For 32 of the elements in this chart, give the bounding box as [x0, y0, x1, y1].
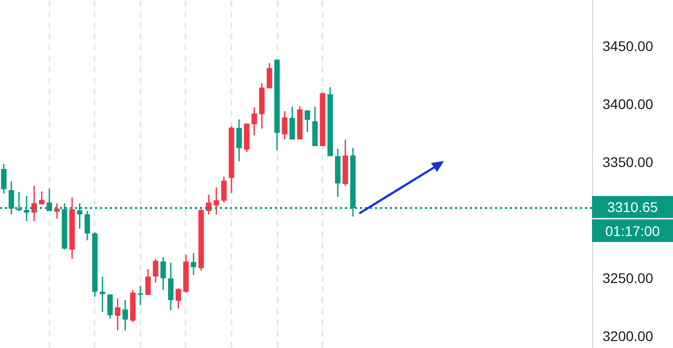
- candlestick: [176, 288, 182, 310]
- candlestick: [282, 110, 288, 140]
- candlestick: [190, 252, 196, 276]
- candlestick: [152, 258, 158, 284]
- candlestick: [221, 176, 227, 204]
- candlestick: [114, 298, 120, 332]
- candlestick: [138, 285, 144, 306]
- candlestick: [122, 299, 128, 332]
- candlestick: [214, 186, 220, 216]
- candlestick: [1, 163, 7, 194]
- candlestick: [100, 276, 106, 313]
- candlestick: [289, 106, 295, 140]
- candlestick: [252, 106, 257, 136]
- candlestick: [39, 190, 44, 205]
- candlestick: [145, 268, 151, 296]
- y-tick-label: 3250.00: [602, 270, 654, 286]
- candlestick: [304, 110, 310, 133]
- y-tick-label: 3350.00: [602, 154, 654, 170]
- candlestick: [107, 294, 113, 320]
- candlestick: [236, 118, 242, 162]
- candlestick: [160, 256, 166, 291]
- candlestick: [206, 194, 212, 216]
- y-tick-label: 3400.00: [602, 96, 654, 112]
- text: 01:17:00: [592, 219, 673, 242]
- candlestick: [266, 62, 272, 89]
- candlestick: [31, 185, 37, 222]
- candlestick: [168, 262, 174, 311]
- ref-line-label: 3310.65: [592, 196, 673, 218]
- y-tick-label: 3450.00: [602, 38, 654, 54]
- candlestick: [54, 202, 60, 220]
- y-tick-label: 3200.00: [602, 328, 654, 344]
- candlestick: [84, 210, 90, 241]
